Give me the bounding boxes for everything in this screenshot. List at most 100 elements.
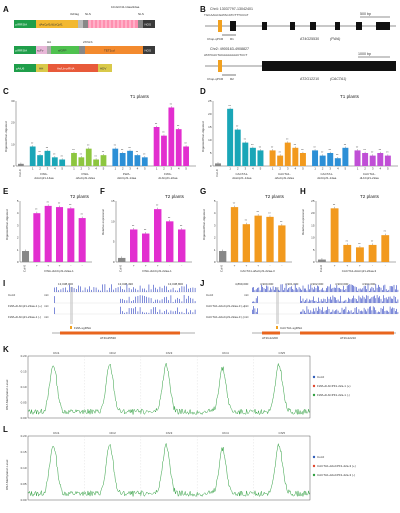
- panel-c-bar: [112, 148, 119, 166]
- i-tracks-signal: [126, 300, 128, 303]
- panel-g-ytick: 3: [214, 223, 216, 227]
- panel-k-ylabel: DNA Methylation Level: [5, 379, 9, 410]
- panel-c-bar: [59, 159, 66, 166]
- panel-h-bar: [330, 208, 339, 262]
- j-tracks-signal: [378, 284, 379, 292]
- tet1cd-label: TET1cd: [104, 49, 115, 53]
- panel-c-sig-mark: **: [80, 152, 83, 156]
- i-tracks-signal: [54, 287, 55, 292]
- i-tracks-signal: [144, 288, 145, 292]
- panel-f-xtick: -: [169, 264, 170, 268]
- j-tracks-signal: [257, 308, 258, 314]
- panel-c-bar: [100, 155, 107, 166]
- j-tracks-signal: [274, 289, 275, 292]
- i-tracks-signal: [148, 297, 150, 303]
- j-tracks-signal: [340, 295, 341, 303]
- panel-h-sig-mark: **: [358, 242, 361, 246]
- j-tracks-signal: [345, 299, 347, 303]
- j-tracks-signal: [361, 289, 362, 292]
- dcpf1-label: dAsCpf1/dLbCpf1: [39, 23, 63, 27]
- j-tracks-signal: [376, 312, 378, 314]
- j-tracks-signal: [376, 295, 378, 303]
- j-tracks-signal: [396, 301, 397, 303]
- panel-c-bar: [44, 150, 51, 166]
- i-tracks-signal: [139, 295, 141, 303]
- panel-k-chr-label: Chr3: [166, 351, 173, 355]
- j-tracks-signal: [335, 287, 336, 292]
- panel-j-coord-4: 4,902,000: [310, 282, 324, 286]
- i-tracks-signal: [87, 289, 88, 292]
- panel-g-sig-mark: **: [280, 220, 283, 224]
- j-tracks-signal: [346, 285, 348, 292]
- panel-c-xtick: 4: [95, 167, 97, 171]
- panel-l-legend-dot: [312, 464, 316, 468]
- j-tracks-signal: [382, 301, 383, 303]
- j-tracks-signal: [310, 284, 312, 292]
- j-tracks-signal: [292, 289, 293, 292]
- i-tracks-signal: [164, 311, 165, 314]
- i-tracks-signal: [144, 312, 145, 314]
- panel-c-sig-mark: **: [87, 144, 90, 148]
- j-tracks-signal: [324, 290, 326, 292]
- j-tracks-signal: [327, 306, 328, 314]
- j-tracks-signal: [358, 288, 360, 292]
- panel-j-coord-6: 4,904,000: [362, 282, 376, 286]
- tet1cd-block: [85, 46, 143, 54]
- panel-d-sig-mark: **: [294, 143, 297, 147]
- panel-f-sig-mark: **: [168, 216, 171, 220]
- panel-d-xtick: 5: [387, 167, 389, 171]
- panel-l-curve: [27, 445, 85, 497]
- panel-e-ytick: 1: [17, 248, 19, 252]
- panel-e-ytick: 0: [17, 260, 19, 264]
- panel-k-ytick: 0.05: [21, 401, 27, 405]
- panel-d-xtick: 4: [295, 167, 297, 171]
- i-tracks-signal: [133, 287, 134, 292]
- panel-c-group-label-1: FWA-: [82, 172, 90, 176]
- panel-c-sig-mark: **: [121, 148, 124, 152]
- panel-c-xtick: 5: [103, 167, 105, 171]
- j-tracks-signal: [330, 284, 331, 292]
- hdv-block: [98, 64, 112, 72]
- j-tracks-signal: [311, 311, 313, 314]
- panel-e-chart: E T2 plants Digested/Non-digested 0 1 2 3 4 5…: [3, 187, 92, 273]
- locus2-sgrna-seq: ATATCACTACAAAAAAACTCCT: [204, 53, 247, 57]
- panel-l-ytick: 0.10: [21, 466, 27, 470]
- flag-tag-label: 3xFlag: [70, 12, 79, 16]
- panel-i-coord-2: 13,038,490: [118, 282, 133, 286]
- panel-d-xtick: 3: [244, 167, 246, 171]
- i-tracks-signal: [157, 289, 158, 292]
- panel-f-bar: [130, 229, 138, 262]
- j-tracks-signal: [341, 289, 343, 292]
- j-tracks-signal: [367, 308, 369, 314]
- panel-h-ytick: 15: [311, 223, 315, 227]
- panel-d-xtick: 5: [345, 167, 347, 171]
- i-tracks-signal: [69, 284, 70, 292]
- panel-g-sig-mark: **: [233, 202, 236, 206]
- j-tracks-signal: [384, 284, 386, 292]
- j-tracks-signal: [349, 311, 351, 314]
- panel-b: B Chr4: 13037797-13042401 TGCAAGCGATACAT…: [200, 5, 396, 81]
- j-tracks-signal: [388, 311, 390, 314]
- j-tracks-signal: [257, 287, 258, 292]
- i-tracks-signal: [139, 307, 141, 314]
- i-tracks-signal: [131, 289, 132, 292]
- panel-d-bar: [215, 163, 221, 166]
- i-tracks-signal: [153, 301, 154, 303]
- j-tracks-signal: [323, 290, 325, 292]
- j-tracks-signal: [344, 300, 345, 303]
- panel-j-ctx-2: mC: [244, 304, 249, 308]
- panel-c-xtick: 1: [73, 167, 75, 171]
- panel-j-gene1-label: AT2G12200: [262, 336, 278, 340]
- j-tracks-signal: [367, 284, 369, 292]
- panel-c-bar: [71, 153, 77, 166]
- j-tracks-signal: [370, 306, 371, 314]
- i-tracks-signal: [65, 287, 66, 292]
- j-tracks-signal: [346, 312, 348, 314]
- panel-j-sgrna-highlight: [276, 287, 279, 324]
- panel-e-bar: [22, 251, 30, 262]
- i-tracks-signal: [137, 289, 139, 292]
- j-tracks-signal: [254, 301, 256, 303]
- panel-j-gene1-box: [262, 331, 280, 335]
- j-tracks-signal: [374, 290, 375, 292]
- j-tracks-signal: [389, 306, 391, 314]
